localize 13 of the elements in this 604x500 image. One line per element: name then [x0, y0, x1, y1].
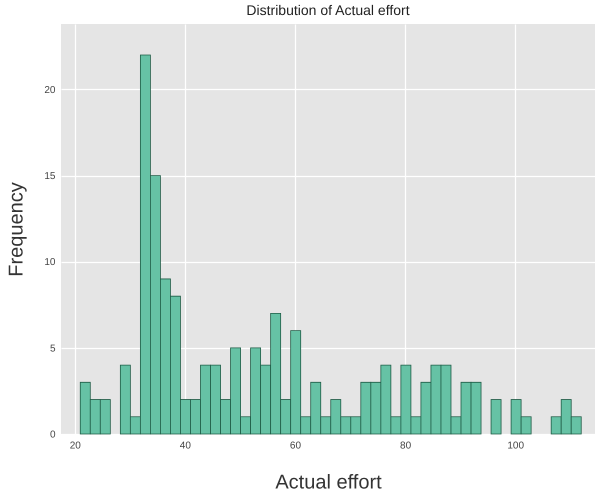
x-axis-title: Actual effort [275, 472, 382, 494]
x-tick-label: 100 [507, 440, 524, 452]
x-tick-label: 60 [290, 440, 302, 452]
y-tick-label: 20 [44, 84, 56, 96]
y-tick-label: 5 [50, 343, 56, 354]
y-tick-label: 0 [50, 430, 56, 440]
y-tick-label: 15 [44, 171, 56, 182]
x-tick-label: 20 [70, 440, 82, 452]
chart-title: Distribution of Actual effort [246, 2, 410, 18]
y-axis-title: Frequency [5, 182, 28, 277]
y-tick-label: 10 [44, 257, 56, 268]
x-tick-label: 80 [400, 440, 412, 452]
x-tick-label: 40 [180, 440, 192, 452]
